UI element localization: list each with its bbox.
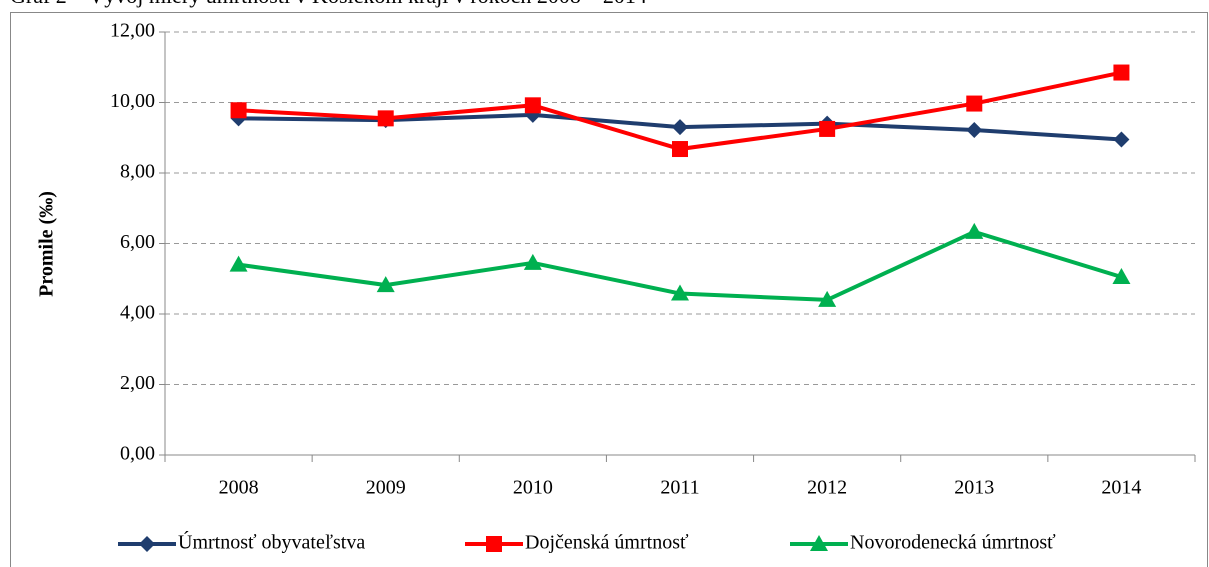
- y-tick-label: 10,00: [110, 90, 155, 112]
- marker: [810, 535, 828, 551]
- legend-label: Úmrtnosť obyvateľstva: [178, 530, 365, 554]
- x-tick-label: 2012: [807, 477, 847, 499]
- marker: [1113, 64, 1130, 81]
- marker: [965, 222, 984, 239]
- marker: [1113, 131, 1130, 148]
- legend-label: Dojčenská úmrtnosť: [525, 532, 689, 554]
- marker: [229, 255, 248, 272]
- marker: [966, 95, 983, 112]
- series-line: [238, 70, 1122, 152]
- marker: [672, 119, 688, 136]
- marker: [230, 102, 247, 119]
- y-axis-label: Promile (‰): [36, 191, 58, 297]
- y-tick-label: 4,00: [120, 302, 155, 324]
- marker: [671, 284, 689, 301]
- marker: [819, 120, 836, 137]
- y-tick-label: 6,00: [120, 231, 155, 253]
- chart-border: [10, 12, 1208, 567]
- marker: [672, 141, 688, 158]
- marker: [139, 536, 155, 552]
- chart-title: Graf 2 – Vývoj miery úmrtnosti v Košicko…: [10, 0, 647, 8]
- x-tick-label: 2011: [660, 477, 699, 499]
- x-tick-label: 2013: [954, 477, 994, 499]
- marker: [524, 97, 541, 114]
- legend-label: Novorodenecká úmrtnosť: [850, 532, 1056, 554]
- marker: [966, 121, 983, 138]
- x-tick-label: 2014: [1101, 477, 1141, 499]
- marker: [1112, 267, 1131, 284]
- marker: [486, 536, 502, 552]
- x-tick-label: 2008: [219, 477, 259, 499]
- marker: [818, 290, 837, 307]
- x-tick-label: 2010: [513, 477, 553, 499]
- marker: [376, 276, 395, 293]
- y-tick-label: 0,00: [120, 443, 155, 465]
- y-tick-label: 2,00: [120, 372, 155, 394]
- y-tick-label: 8,00: [120, 161, 155, 183]
- x-tick-label: 2009: [366, 477, 406, 499]
- marker: [523, 253, 542, 270]
- y-tick-label: 12,00: [110, 20, 155, 42]
- marker: [377, 110, 394, 127]
